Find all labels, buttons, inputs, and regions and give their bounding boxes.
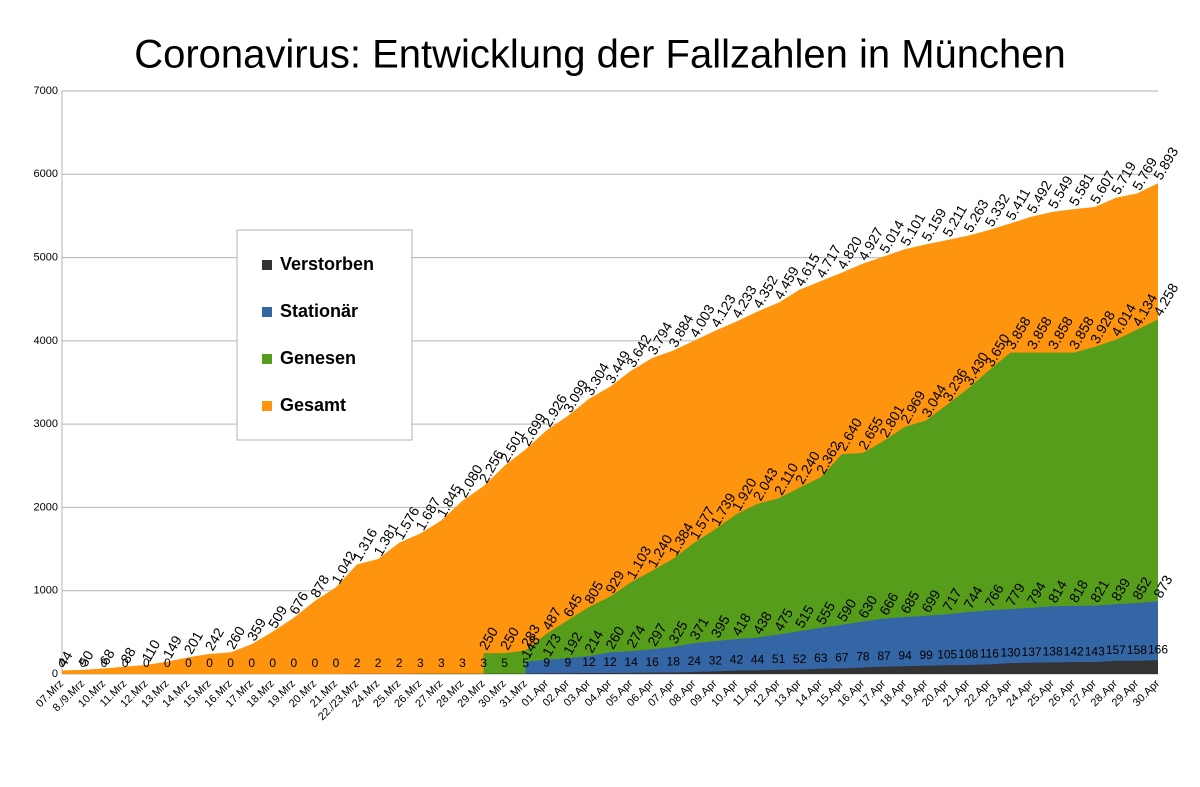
y-tick-label: 6000 bbox=[34, 168, 58, 180]
data-label: 2 bbox=[375, 656, 382, 670]
y-tick-label: 4000 bbox=[34, 335, 58, 347]
data-label: 52 bbox=[793, 652, 807, 666]
data-label: 142 bbox=[1064, 644, 1084, 658]
data-label: 0 bbox=[227, 656, 234, 670]
data-label: 0 bbox=[312, 656, 319, 670]
data-label: 5 bbox=[522, 656, 529, 670]
data-label: 158 bbox=[1127, 643, 1147, 657]
data-label: 108 bbox=[958, 647, 978, 661]
data-label: 68 bbox=[96, 646, 118, 668]
y-tick-label: 2000 bbox=[34, 501, 58, 513]
data-label: 0 bbox=[248, 656, 255, 670]
data-label: 44 bbox=[54, 648, 76, 670]
data-label: 42 bbox=[730, 653, 744, 667]
data-label: 16 bbox=[645, 655, 659, 669]
data-label: 0 bbox=[291, 656, 298, 670]
data-label: 5 bbox=[501, 656, 508, 670]
data-label: 2 bbox=[396, 656, 403, 670]
data-label: 12 bbox=[603, 655, 617, 669]
legend-swatch bbox=[262, 307, 272, 317]
data-label: 0 bbox=[101, 656, 108, 670]
data-label: 105 bbox=[937, 647, 957, 661]
y-tick-label: 0 bbox=[52, 668, 58, 680]
y-tick-label: 3000 bbox=[34, 418, 58, 430]
data-label: 2 bbox=[354, 656, 361, 670]
data-label: 44 bbox=[751, 653, 765, 667]
data-label: 3 bbox=[438, 656, 445, 670]
data-label: 137 bbox=[1022, 645, 1042, 659]
data-label: 0 bbox=[269, 656, 276, 670]
data-label: 0 bbox=[164, 656, 171, 670]
data-label: 0 bbox=[143, 656, 150, 670]
data-label: 67 bbox=[835, 651, 849, 665]
chart-title: Coronavirus: Entwicklung der Fallzahlen … bbox=[134, 33, 1066, 77]
data-label: 94 bbox=[898, 648, 912, 662]
legend-swatch bbox=[262, 260, 272, 270]
area bbox=[62, 660, 1158, 674]
data-label: 24 bbox=[688, 654, 702, 668]
data-label: 143 bbox=[1085, 644, 1105, 658]
data-label: 9 bbox=[543, 655, 550, 669]
area bbox=[483, 319, 1158, 674]
data-label: 130 bbox=[1000, 645, 1020, 659]
legend: Verstorben Stationär Genesen Gesamt bbox=[236, 229, 413, 441]
area bbox=[525, 601, 1158, 674]
data-label: 0 bbox=[80, 656, 87, 670]
data-label: 0 bbox=[185, 656, 192, 670]
data-label: 0 bbox=[122, 656, 129, 670]
data-label: 50 bbox=[75, 648, 97, 670]
y-tick-label: 1000 bbox=[34, 585, 58, 597]
data-label: 138 bbox=[1043, 645, 1063, 659]
data-label: 242 bbox=[201, 625, 227, 653]
legend-label: Gesamt bbox=[280, 395, 346, 415]
data-label: 14 bbox=[624, 655, 638, 669]
data-label: 87 bbox=[877, 649, 891, 663]
y-tick-label: 5000 bbox=[34, 251, 58, 263]
data-label: 99 bbox=[919, 648, 933, 662]
data-label: 12 bbox=[582, 655, 596, 669]
data-label: 0 bbox=[333, 656, 340, 670]
data-label: 32 bbox=[709, 654, 723, 668]
data-label: 0 bbox=[206, 656, 213, 670]
data-label: 78 bbox=[856, 650, 870, 664]
data-label: 3 bbox=[459, 656, 466, 670]
legend-swatch bbox=[262, 401, 272, 411]
data-label: 51 bbox=[772, 652, 786, 666]
data-label: 9 bbox=[565, 655, 572, 669]
data-label: 88 bbox=[117, 644, 139, 666]
data-label: 0 bbox=[59, 656, 66, 670]
data-label: 3 bbox=[480, 656, 487, 670]
data-label: 63 bbox=[814, 651, 828, 665]
legend-label: Stationär bbox=[280, 301, 358, 321]
legend-label: Genesen bbox=[280, 348, 356, 368]
y-tick-label: 7000 bbox=[34, 85, 58, 97]
data-label: 116 bbox=[980, 647, 999, 661]
data-label: 18 bbox=[667, 655, 681, 669]
data-label: 166 bbox=[1148, 642, 1168, 656]
legend-swatch bbox=[262, 354, 272, 364]
data-label: 3 bbox=[417, 656, 424, 670]
legend-label: Verstorben bbox=[280, 254, 374, 274]
data-label: 157 bbox=[1106, 643, 1126, 657]
